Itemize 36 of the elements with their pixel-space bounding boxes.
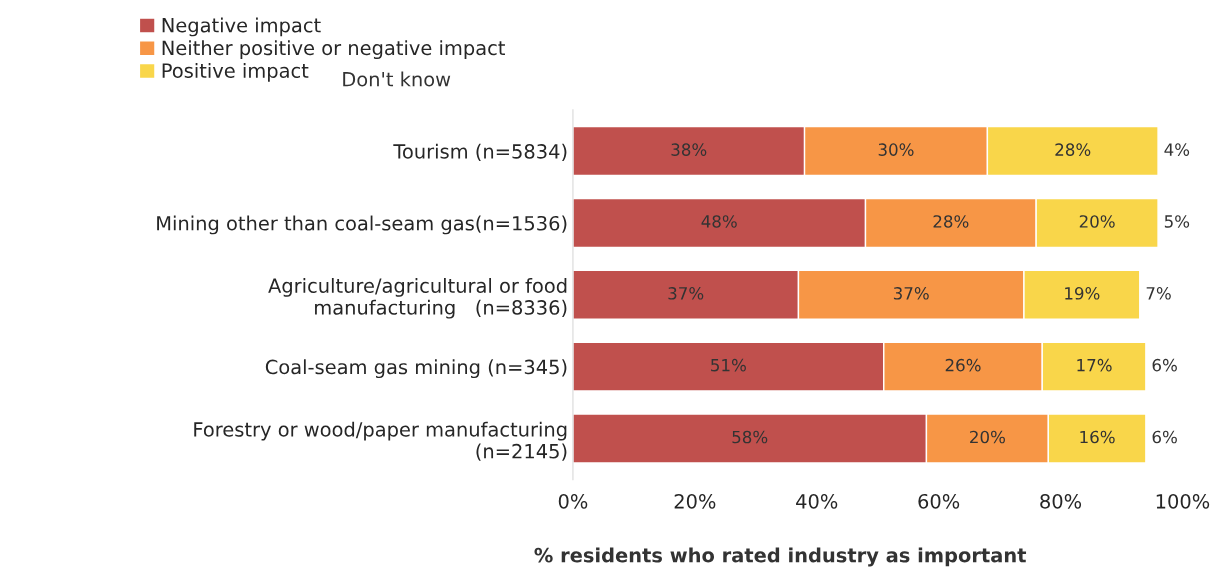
data-label: 37% [893, 287, 929, 300]
data-label: 19% [1065, 287, 1100, 300]
text: Don't know [343, 71, 451, 87]
data-label: 26% [945, 358, 981, 372]
x-tick-label: 20% [674, 493, 716, 509]
annotation: 4% [1164, 143, 1190, 156]
data-label: 51% [711, 358, 746, 372]
data-label: 37% [668, 287, 704, 300]
y-tick-label: Coal-seam gas mining (n=345) [265, 359, 567, 379]
x-tick-label: 60% [918, 493, 960, 509]
x-tick-label: 40% [796, 493, 838, 509]
data-label: 38% [671, 143, 707, 156]
annotation: 7% [1146, 287, 1171, 300]
legend-label: Positive impact [162, 62, 309, 82]
x-tick-label: 80% [1040, 493, 1082, 509]
y-tick-label: Forestry or wood/paper manufacturing (n=2145) [194, 421, 567, 461]
x-tick-label: 0% [558, 493, 588, 509]
legend-label: Neither positive or negative impact [162, 40, 505, 60]
y-tick-label: Tourism (n=5834) [393, 143, 567, 162]
text: % residents who rated industry as important [534, 547, 1027, 567]
data-label: 58% [732, 430, 768, 444]
annotation: 5% [1164, 215, 1190, 228]
data-label: 16% [1080, 430, 1115, 444]
data-label: 28% [1055, 143, 1091, 156]
data-label: 17% [1077, 358, 1112, 372]
data-label: 20% [1079, 215, 1115, 228]
y-tick-label: Agriculture/agricultural or food manufacturing (n=8336) [268, 277, 567, 319]
x-tick-label: 100% [1156, 493, 1210, 509]
data-label: 30% [878, 143, 914, 156]
annotation: 6% [1152, 430, 1177, 444]
legend-label: Negative impact [162, 17, 321, 37]
data-label: 48% [701, 215, 737, 228]
y-tick-label: Mining other than coal-seam gas(n=1536) [157, 215, 567, 235]
annotation: 6% [1152, 358, 1177, 372]
data-label: 20% [970, 430, 1005, 444]
data-label: 28% [933, 215, 969, 228]
